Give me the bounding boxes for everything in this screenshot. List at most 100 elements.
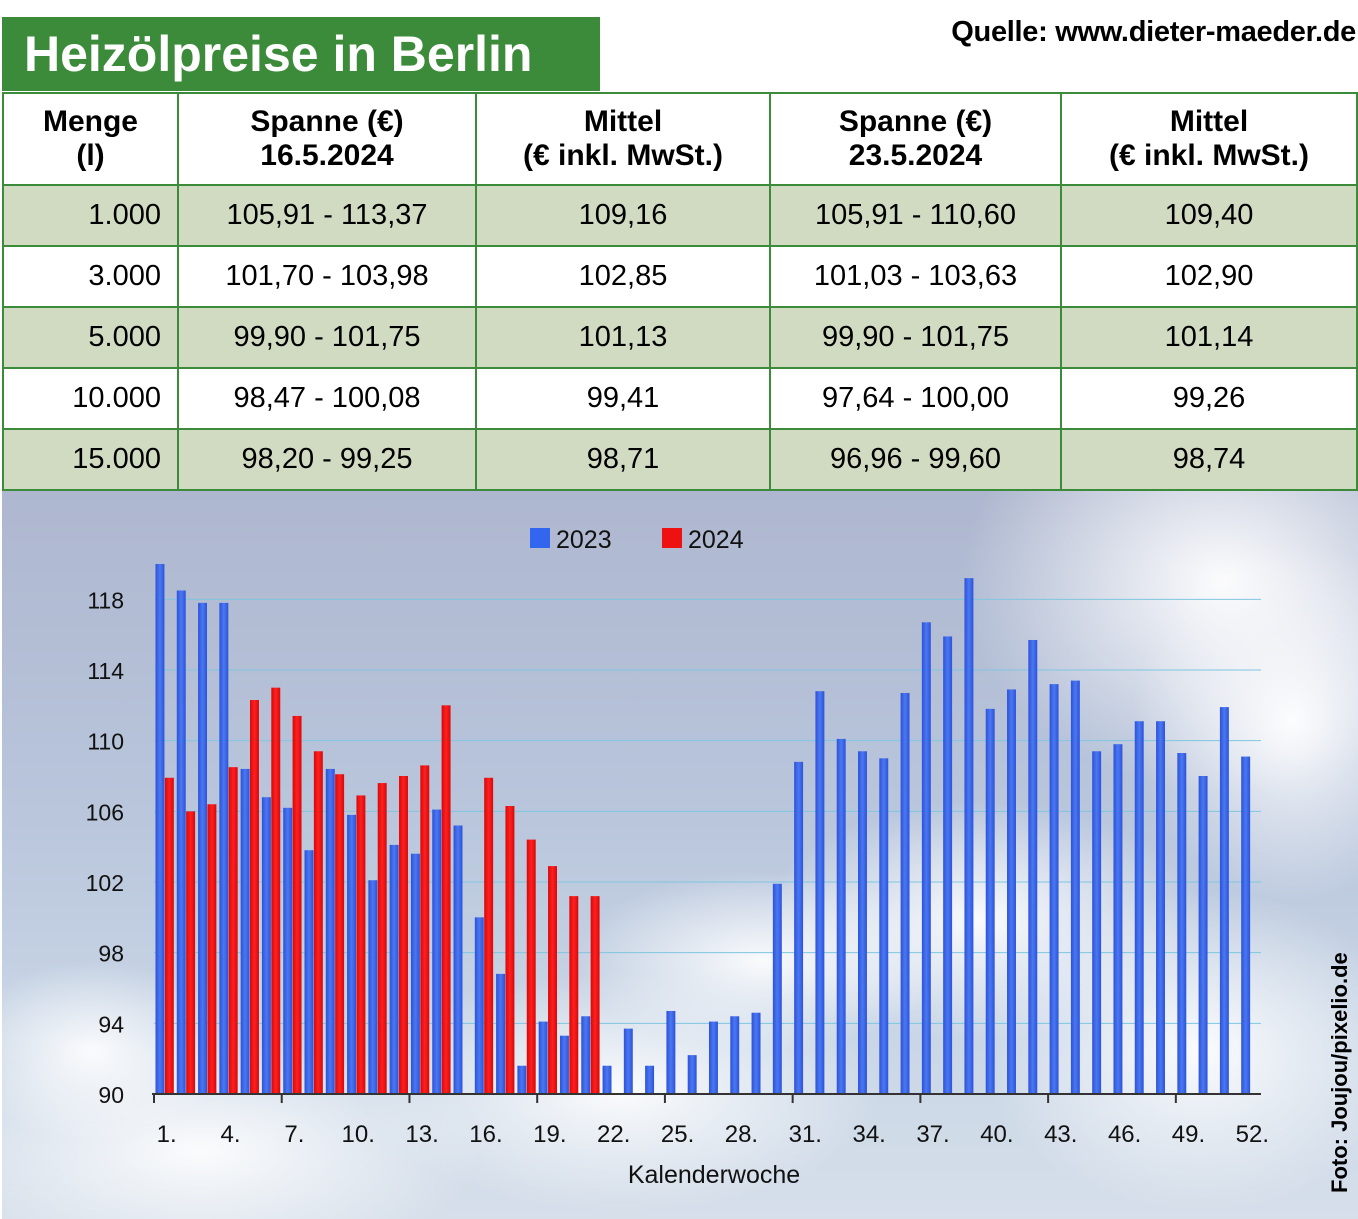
x-tick-label: 7. [284,1121,304,1148]
bar-2024-week-5 [250,700,259,1094]
x-tick-label: 34. [852,1121,885,1148]
bar-2023-week-14 [432,809,442,1094]
y-tick-label: 94 [98,1011,124,1037]
header-line: Spanne (€) [838,105,993,138]
legend-swatch-2024 [662,528,682,548]
y-tick-label: 114 [87,658,124,684]
bar-2023-week-28 [730,1016,740,1094]
bar-2023-week-9 [325,768,335,1094]
bar-2024-week-21 [590,896,600,1094]
bar-2023-week-8 [304,850,314,1094]
bar-2024-week-7 [292,715,302,1094]
bar-2024-week-9 [335,774,345,1094]
bar-2024-week-3 [207,804,217,1094]
table-header-cell: Spanne (€) 16.5.2024 [177,92,477,186]
table-cell: 101,70 - 103,98 [177,245,477,308]
table-cell: 99,26 [1060,367,1358,430]
bar-2023-week-34 [858,751,867,1094]
y-tick-label: 98 [98,941,124,967]
y-tick-label: 102 [86,870,124,896]
x-tick-label: 1. [157,1121,177,1148]
x-tick-label: 16. [469,1121,502,1148]
x-tick-label: 28. [725,1121,758,1148]
table-header-cell: Menge (l) [2,92,179,186]
table-cell: 10.000 [2,367,179,430]
bar-2023-week-19 [538,1021,548,1094]
table-header-cell: Mittel (€ inkl. MwSt.) [475,92,771,186]
table-cell: 97,64 - 100,00 [769,367,1062,430]
x-axis-title: Kalenderwoche [628,1161,800,1189]
header-line: (€ inkl. MwSt.) [522,139,723,172]
table-row: 5.000 99,90 - 101,75 101,13 99,90 - 101,75 1… [2,306,1358,369]
bar-2023-week-41 [1007,689,1016,1094]
y-tick-label: 110 [87,729,124,755]
y-tick-label: 90 [98,1082,124,1108]
table-cell: 109,16 [475,184,771,247]
bar-2023-week-27 [708,1021,718,1094]
header-line: (€ inkl. MwSt.) [1108,139,1309,172]
bar-2023-week-5 [240,768,250,1094]
table-cell: 98,74 [1060,428,1358,491]
bar-2024-week-8 [313,751,323,1094]
bar-2023-week-23 [623,1028,633,1094]
bar-2023-week-37 [921,622,931,1094]
bar-2023-week-2 [176,590,186,1094]
table-row: 3.000 101,70 - 103,98 102,85 101,03 - 103,6… [2,245,1358,308]
bar-2023-week-44 [1070,680,1080,1094]
table-cell: 101,14 [1060,306,1358,369]
header-line: (l) [76,139,105,172]
legend-swatch-2023 [530,528,550,548]
chart-area: 90 94 98 102 106 110 114 118 1. 4. 7. 10. 13. 16. 19. 2… [2,491,1358,1219]
source-text: Quelle: www.dieter-maeder.de [951,16,1356,48]
table-cell: 15.000 [2,428,179,491]
bar-2023-week-40 [985,708,995,1094]
bar-2023-week-52 [1241,756,1251,1094]
photo-credit: Foto: Joujou/pixelio.de [1327,952,1352,1193]
bar-2023-week-15 [453,825,463,1094]
bar-2023-week-35 [879,758,889,1094]
table-cell: 96,96 - 99,60 [769,428,1062,491]
x-tick-label: 25. [661,1121,694,1148]
table-cell: 105,91 - 113,37 [177,184,477,247]
bar-2023-week-50 [1198,776,1208,1094]
header-line: 16.5.2024 [260,139,394,172]
bar-2023-week-42 [1028,639,1038,1094]
bar-2023-week-47 [1134,721,1144,1094]
photo-credit-text: Foto: Joujou/pixelio.de [1327,952,1352,1193]
bar-2023-week-33 [836,738,846,1094]
table-cell: 109,40 [1060,184,1358,247]
table-cell: 101,03 - 103,63 [769,245,1062,308]
table-cell: 99,90 - 101,75 [769,306,1062,369]
bar-2024-week-10 [356,795,366,1094]
bar-2023-week-46 [1113,744,1123,1094]
header-line: 23.5.2024 [848,139,983,172]
table-cell: 98,47 - 100,08 [177,367,477,430]
x-tick-label: 37. [916,1121,949,1148]
bar-2023-week-6 [261,797,271,1094]
x-tick-label: 31. [789,1121,822,1148]
page-title: Heizölpreise in Berlin [2,17,600,91]
table-cell: 102,90 [1060,245,1358,308]
bar-2023-week-49 [1177,753,1187,1094]
bar-2023-week-1 [155,564,165,1094]
bar-2023-week-45 [1092,751,1102,1094]
header-line: Menge [42,105,138,138]
bar-2023-week-43 [1049,684,1059,1094]
bar-2023-week-16 [474,917,484,1094]
table-row: 10.000 98,47 - 100,08 99,41 97,64 - 100,00 9… [2,367,1358,430]
table-header-row: Menge (l) Spanne (€) 16.5.2024 Mittel (€ inkl… [2,92,1358,186]
table-cell: 99,90 - 101,75 [177,306,477,369]
y-tick-label: 118 [87,587,124,613]
bar-2023-week-48 [1156,721,1165,1094]
bar-2024-week-11 [377,783,387,1094]
price-table: Menge (l) Spanne (€) 16.5.2024 Mittel (€ inkl… [2,92,1358,491]
table-cell: 1.000 [2,184,179,247]
bar-2023-week-31 [794,761,804,1094]
header-line: Spanne (€) [250,105,404,138]
bar-2024-week-19 [548,866,557,1094]
table-header-cell: Mittel (€ inkl. MwSt.) [1060,92,1358,186]
bar-2023-week-26 [687,1055,697,1094]
bar-2023-week-51 [1219,707,1229,1094]
bar-2023-week-17 [496,973,506,1094]
bar-2023-week-22 [602,1065,612,1094]
